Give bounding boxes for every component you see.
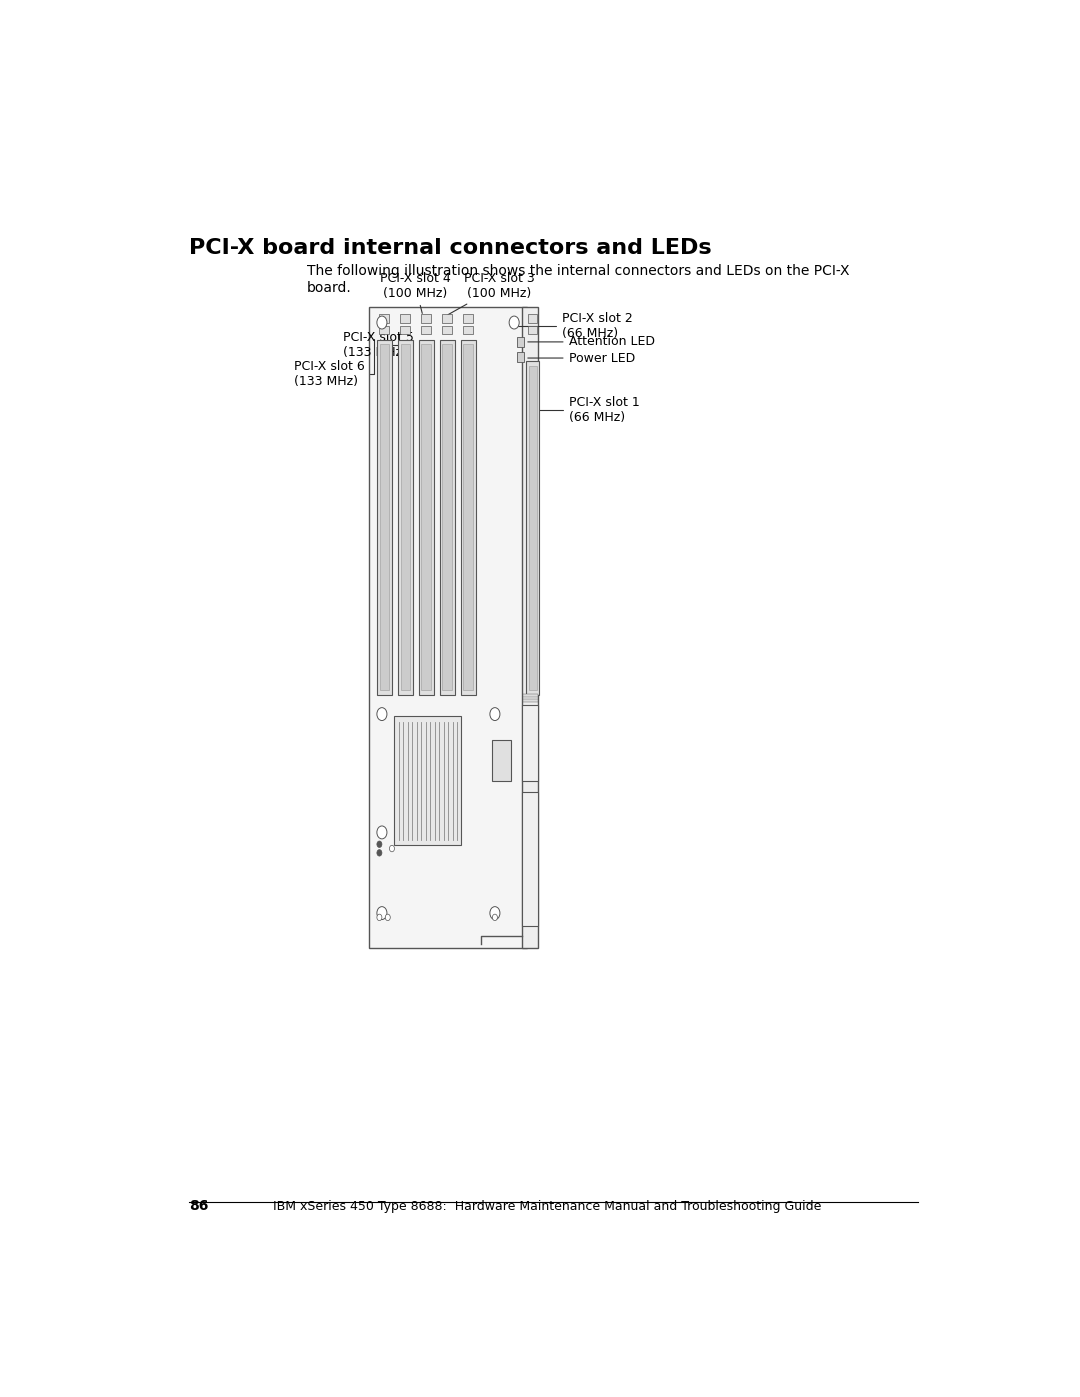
Text: The following illustration shows the internal connectors and LEDs on the PCI-X: The following illustration shows the int…: [307, 264, 849, 278]
Bar: [442, 314, 453, 323]
Text: PCI-X slot 4
(100 MHz): PCI-X slot 4 (100 MHz): [380, 272, 450, 313]
Bar: [394, 717, 461, 845]
Text: Attention LED: Attention LED: [528, 335, 654, 348]
Bar: [522, 307, 539, 947]
Bar: [401, 344, 410, 690]
Bar: [516, 337, 524, 348]
Circle shape: [377, 841, 382, 848]
Bar: [379, 344, 389, 690]
Bar: [421, 326, 431, 334]
Text: PCI-X slot 3
(100 MHz): PCI-X slot 3 (100 MHz): [448, 272, 535, 314]
Bar: [522, 705, 539, 781]
Bar: [442, 326, 453, 334]
Text: 86: 86: [189, 1199, 208, 1213]
Bar: [369, 307, 527, 947]
Circle shape: [490, 907, 500, 919]
Bar: [397, 339, 413, 694]
Bar: [528, 314, 537, 323]
Bar: [463, 314, 473, 323]
Circle shape: [509, 316, 519, 330]
Bar: [401, 326, 410, 334]
Bar: [401, 314, 410, 323]
Bar: [421, 314, 431, 323]
Bar: [460, 339, 475, 694]
Circle shape: [377, 914, 382, 921]
Text: Power LED: Power LED: [528, 352, 635, 365]
Bar: [443, 344, 453, 690]
Bar: [419, 339, 434, 694]
Text: IBM xSeries 450 Type 8688:  Hardware Maintenance Manual and Troubleshooting Guid: IBM xSeries 450 Type 8688: Hardware Main…: [273, 1200, 822, 1213]
Circle shape: [390, 845, 394, 852]
Bar: [377, 339, 392, 694]
Bar: [463, 344, 473, 690]
Text: board.: board.: [307, 281, 351, 295]
Bar: [526, 362, 539, 694]
Text: PCI-X board internal connectors and LEDs: PCI-X board internal connectors and LEDs: [189, 237, 712, 257]
Bar: [523, 698, 538, 703]
Bar: [516, 352, 524, 362]
Circle shape: [377, 316, 387, 330]
Bar: [523, 694, 538, 697]
Circle shape: [492, 914, 498, 921]
Circle shape: [490, 708, 500, 721]
Circle shape: [377, 907, 387, 919]
Text: PCI-X slot 1
(66 MHz): PCI-X slot 1 (66 MHz): [527, 395, 639, 423]
Circle shape: [377, 849, 382, 856]
Bar: [528, 366, 537, 690]
Circle shape: [377, 708, 387, 721]
Circle shape: [377, 826, 387, 838]
Bar: [492, 740, 511, 781]
Bar: [421, 344, 431, 690]
Bar: [440, 339, 455, 694]
Bar: [379, 326, 390, 334]
Bar: [463, 326, 473, 334]
Text: PCI-X slot 2
(66 MHz): PCI-X slot 2 (66 MHz): [517, 312, 633, 339]
Text: PCI-X slot 6
(133 MHz): PCI-X slot 6 (133 MHz): [294, 339, 375, 388]
Circle shape: [386, 914, 390, 921]
Bar: [528, 326, 537, 334]
Bar: [522, 792, 539, 926]
Bar: [379, 314, 390, 323]
Text: PCI-X slot 5
(133 MHz): PCI-X slot 5 (133 MHz): [342, 331, 414, 359]
